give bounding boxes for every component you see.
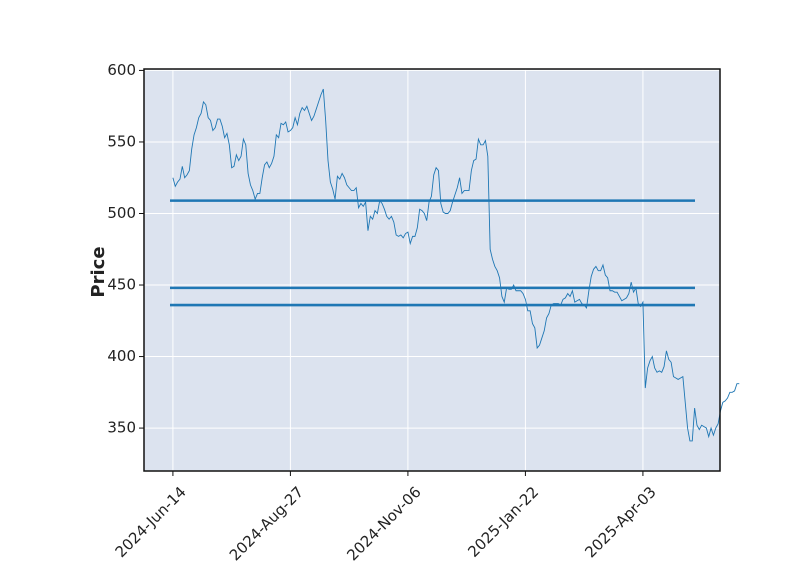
y-tick-label: 400: [107, 347, 136, 365]
x-tick-label: 2024-Aug-27: [226, 483, 307, 564]
y-tick-label: 350: [107, 419, 136, 437]
y-tick-label: 500: [107, 204, 136, 222]
x-tick-label: 2025-Jan-22: [464, 483, 542, 561]
price-line: [172, 88, 740, 442]
marks: [170, 88, 740, 442]
x-tick-label: 2024-Nov-06: [343, 483, 424, 564]
grid: [144, 69, 720, 471]
plot-area: [144, 69, 720, 471]
y-tick-label: 450: [107, 276, 136, 294]
plot-frame: [143, 68, 721, 472]
y-tick-label: 550: [107, 132, 136, 150]
x-tick-label: 2025-Apr-03: [581, 483, 659, 561]
x-tick-label: 2024-Jun-14: [112, 483, 190, 561]
y-tick-label: 600: [107, 61, 136, 79]
y-axis-label: Price: [88, 246, 109, 297]
